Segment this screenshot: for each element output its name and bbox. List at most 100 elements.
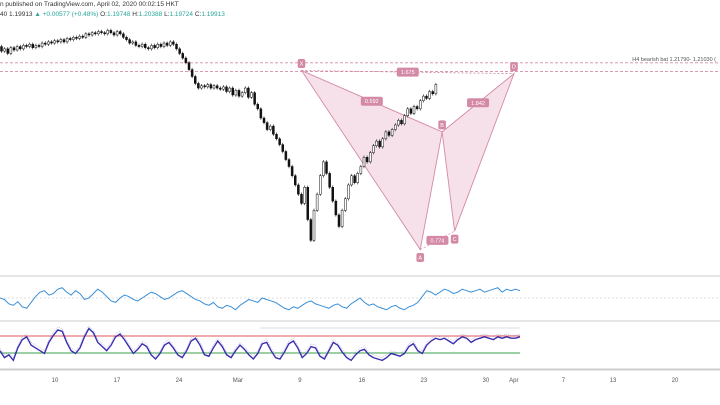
candle bbox=[381, 137, 384, 149]
x-tick-label: Apr bbox=[509, 378, 518, 384]
candle-body bbox=[331, 187, 334, 202]
candle-body bbox=[415, 106, 419, 110]
candle-body bbox=[9, 47, 13, 54]
candle-body bbox=[75, 37, 78, 39]
candle bbox=[131, 40, 134, 45]
x-tick-label: 30 bbox=[483, 378, 490, 384]
candle-body bbox=[334, 200, 338, 216]
x-tick-label: 7 bbox=[562, 378, 566, 384]
candle bbox=[122, 32, 125, 40]
candle bbox=[247, 86, 250, 100]
candle-body bbox=[256, 103, 259, 110]
point-b: B bbox=[438, 120, 446, 130]
candle bbox=[87, 32, 91, 37]
candle-body bbox=[431, 91, 434, 95]
candle bbox=[56, 39, 59, 44]
x-tick-label: 24 bbox=[176, 378, 183, 384]
candle-body bbox=[140, 43, 144, 47]
candle-body bbox=[281, 144, 284, 152]
open-label: O: bbox=[100, 11, 107, 18]
candle bbox=[178, 47, 181, 56]
candle bbox=[400, 118, 403, 126]
candle-body bbox=[197, 83, 200, 89]
candle bbox=[90, 30, 94, 37]
candle-body bbox=[90, 32, 94, 36]
candle-body bbox=[350, 175, 353, 186]
candle bbox=[219, 86, 222, 91]
candle bbox=[250, 90, 253, 100]
candle bbox=[125, 35, 128, 42]
candle-body bbox=[178, 48, 181, 54]
ratio-label-text: 1.675 bbox=[401, 70, 415, 76]
candle bbox=[309, 217, 313, 243]
candle-body bbox=[87, 33, 91, 36]
candle bbox=[169, 40, 172, 48]
candle-body bbox=[56, 40, 59, 43]
candle bbox=[350, 173, 353, 187]
candle bbox=[328, 171, 331, 189]
candle-body bbox=[28, 43, 31, 47]
price-lines: H4 bearish bat 1.21790- 1.21030 ( bbox=[0, 57, 720, 72]
candle-body bbox=[284, 151, 288, 160]
candle bbox=[212, 84, 216, 90]
candle bbox=[187, 60, 191, 72]
candle-body bbox=[169, 41, 172, 46]
candle-body bbox=[303, 187, 306, 204]
ratio-label-bg bbox=[467, 98, 490, 108]
candle-body bbox=[134, 41, 138, 46]
candle-body bbox=[0, 46, 3, 52]
candle-body bbox=[78, 35, 81, 39]
candle-body bbox=[269, 125, 272, 130]
candle-body bbox=[94, 32, 97, 35]
candle-body bbox=[231, 87, 234, 96]
candle-body bbox=[294, 175, 297, 186]
candle bbox=[12, 45, 16, 52]
candle bbox=[15, 44, 19, 52]
x-tick-label: 23 bbox=[421, 378, 428, 384]
point-a-text: A bbox=[418, 256, 422, 262]
candle-body bbox=[212, 85, 216, 89]
symbol-fragment: 40 bbox=[0, 11, 8, 18]
candle bbox=[40, 41, 44, 49]
ohlc-readout: 40 1.19913 ▲ +0.00577 (+0.48%) O:1.19748… bbox=[0, 11, 225, 18]
candle-body bbox=[19, 46, 22, 50]
candle-body bbox=[372, 145, 375, 153]
candle-body bbox=[265, 122, 269, 130]
candle bbox=[372, 144, 375, 155]
candle-body bbox=[112, 32, 116, 36]
candle bbox=[375, 139, 378, 148]
candle-body bbox=[144, 43, 147, 48]
candle bbox=[140, 42, 144, 49]
candle bbox=[34, 43, 38, 50]
candle bbox=[175, 42, 178, 51]
candle bbox=[184, 56, 188, 65]
candle-body bbox=[187, 62, 191, 70]
candle-body bbox=[369, 152, 372, 163]
oscillator-panel-2 bbox=[0, 325, 720, 370]
candle bbox=[344, 197, 347, 213]
candle bbox=[147, 45, 150, 51]
candle bbox=[300, 192, 303, 206]
x-tick-label: 16 bbox=[359, 378, 366, 384]
candle-body bbox=[337, 214, 341, 227]
candle-body bbox=[37, 45, 41, 47]
point-x-bg bbox=[297, 59, 306, 69]
candle-body bbox=[365, 157, 369, 163]
candle-body bbox=[97, 31, 100, 35]
candle-body bbox=[172, 41, 175, 45]
candle-body bbox=[237, 90, 241, 97]
candle bbox=[25, 43, 28, 49]
point-d-bg bbox=[510, 62, 518, 72]
candle bbox=[19, 44, 22, 51]
candle-body bbox=[162, 42, 166, 47]
candle-body bbox=[312, 210, 316, 241]
candle bbox=[9, 45, 13, 56]
candle-body bbox=[131, 41, 134, 44]
candle-body bbox=[44, 42, 47, 45]
ratio-label: 0.774 bbox=[426, 235, 449, 245]
candle bbox=[3, 47, 6, 53]
candle-body bbox=[219, 87, 222, 90]
candle bbox=[387, 130, 391, 138]
candle bbox=[97, 29, 100, 36]
